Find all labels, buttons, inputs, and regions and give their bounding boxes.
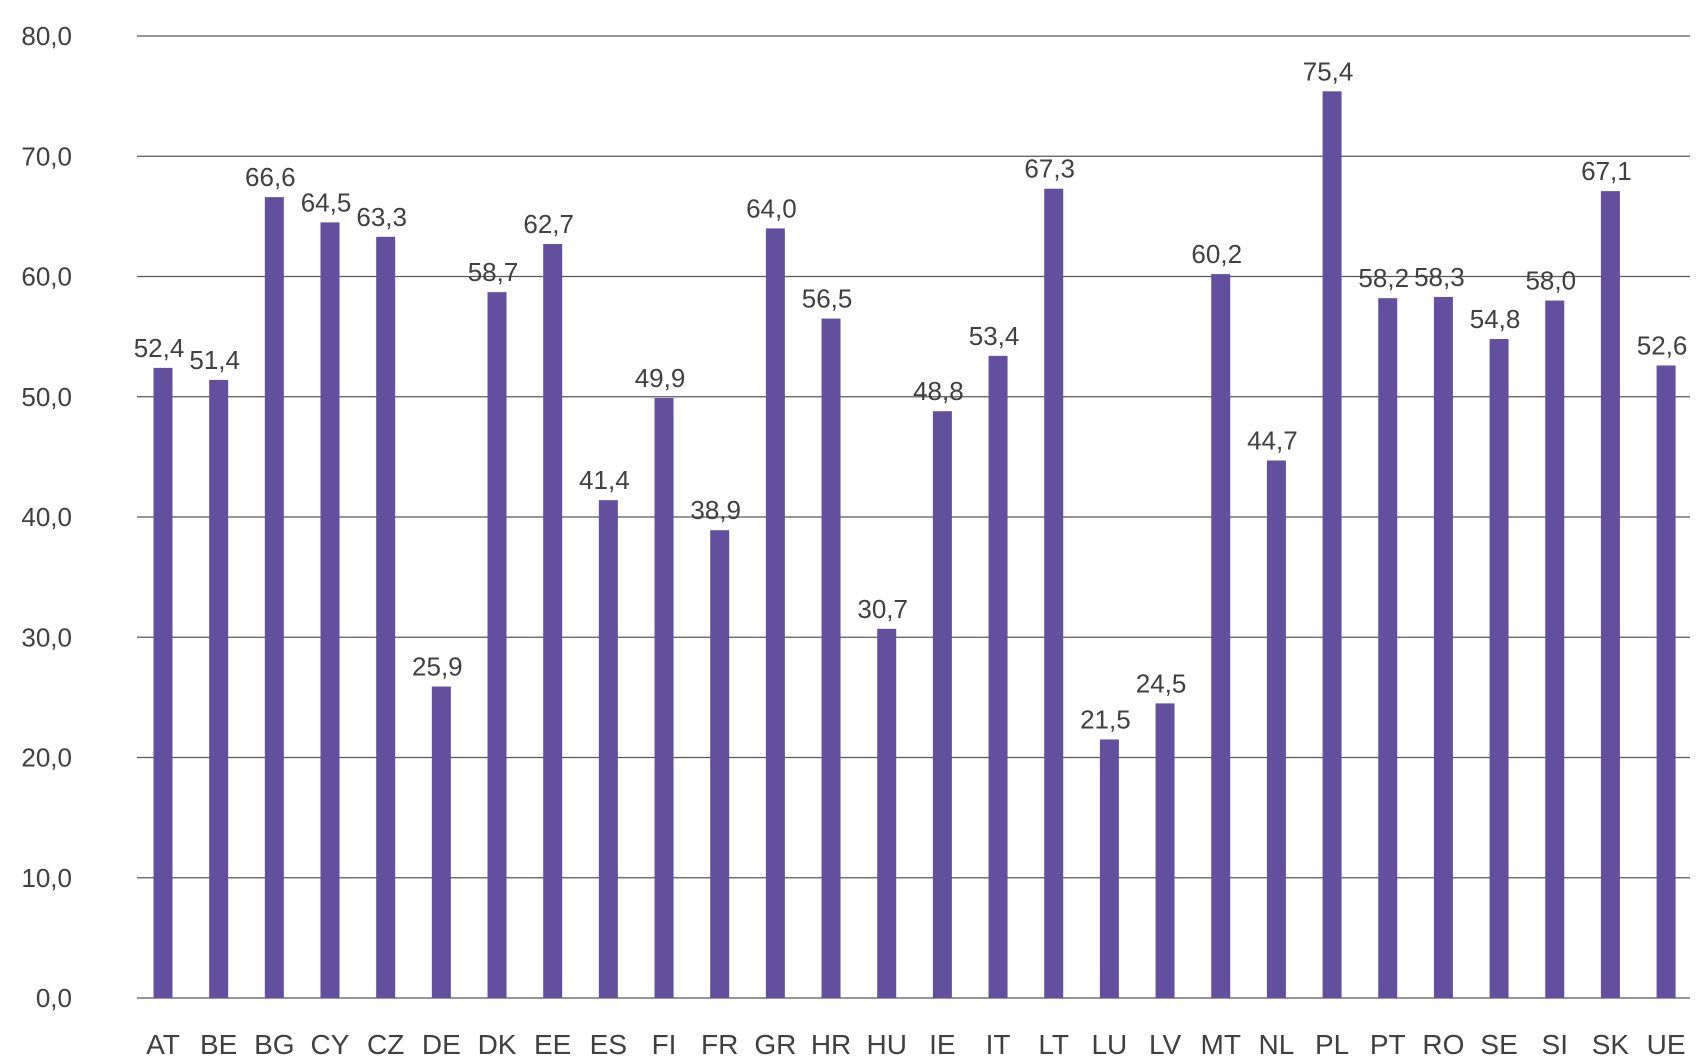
data-label-UE: 52,6: [1637, 330, 1688, 360]
x-tick-label-MT: MT: [1201, 1029, 1241, 1060]
x-tick-label-PL: PL: [1315, 1029, 1349, 1060]
x-axis-category-labels: AT BE BG CY CZ DE DK EE ES FI FR GR HR HU IE IT LT LU LV MT…: [146, 1029, 1685, 1060]
data-label-ES: 41,4: [579, 465, 630, 495]
y-tick-label-50: 50,0: [21, 382, 72, 412]
data-label-DE: 25,9: [412, 652, 463, 682]
bar-MT: [1211, 274, 1231, 999]
x-tick-label-SE: SE: [1480, 1029, 1517, 1060]
x-tick-label-EE: EE: [534, 1029, 571, 1060]
data-label-HU: 30,7: [857, 594, 908, 624]
y-tick-label-70: 70,0: [21, 141, 72, 171]
bar-HU: [877, 628, 897, 998]
bar-LV: [1155, 703, 1175, 998]
data-label-PL: 75,4: [1303, 56, 1354, 86]
x-tick-label-GR: GR: [754, 1029, 796, 1060]
y-tick-label-0: 0,0: [36, 983, 72, 1013]
bar-SK: [1600, 191, 1620, 998]
bar-FR: [710, 530, 730, 998]
bar-UE: [1656, 365, 1676, 998]
bar-IT: [988, 355, 1008, 998]
bar-PL: [1322, 91, 1342, 998]
x-tick-label-HR: HR: [811, 1029, 851, 1060]
data-label-PT: 58,2: [1358, 263, 1409, 293]
data-label-CZ: 63,3: [356, 202, 407, 232]
bar-LU: [1099, 739, 1119, 998]
x-tick-label-LU: LU: [1091, 1029, 1127, 1060]
data-label-DK: 58,7: [468, 257, 519, 287]
bar-IE: [932, 411, 952, 998]
bar-SI: [1545, 300, 1565, 998]
data-label-IE: 48,8: [913, 376, 964, 406]
data-label-IT: 53,4: [969, 321, 1020, 351]
data-label-SE: 54,8: [1470, 304, 1521, 334]
bar-EE: [543, 244, 563, 999]
data-label-LV: 24,5: [1136, 668, 1187, 698]
x-tick-label-ES: ES: [590, 1029, 627, 1060]
y-tick-label-80: 80,0: [21, 21, 72, 51]
x-tick-label-CY: CY: [311, 1029, 350, 1060]
x-tick-label-RO: RO: [1422, 1029, 1464, 1060]
x-tick-label-BG: BG: [254, 1029, 294, 1060]
data-label-SI: 58,0: [1525, 266, 1576, 296]
bar-HR: [821, 318, 841, 998]
data-label-NL: 44,7: [1247, 425, 1298, 455]
data-label-CY: 64,5: [301, 187, 352, 217]
data-label-GR: 64,0: [746, 193, 797, 223]
bar-SE: [1489, 339, 1509, 998]
data-label-MT: 60,2: [1191, 239, 1242, 269]
x-tick-label-IT: IT: [986, 1029, 1011, 1060]
y-tick-label-30: 30,0: [21, 622, 72, 652]
bar-DK: [487, 292, 507, 998]
x-tick-label-BE: BE: [200, 1029, 237, 1060]
x-tick-label-DE: DE: [422, 1029, 461, 1060]
bar-CZ: [376, 236, 396, 998]
data-label-LU: 21,5: [1080, 704, 1131, 734]
bar-RO: [1433, 296, 1453, 998]
data-label-FI: 49,9: [635, 363, 686, 393]
x-tick-label-SI: SI: [1542, 1029, 1568, 1060]
data-label-RO: 58,3: [1414, 262, 1465, 292]
bar-AT: [153, 367, 173, 998]
bar-BE: [209, 379, 229, 998]
data-label-LT: 67,3: [1024, 154, 1075, 184]
data-label-BG: 66,6: [245, 162, 296, 192]
bar-DE: [431, 686, 451, 998]
x-tick-label-NL: NL: [1259, 1029, 1295, 1060]
x-tick-label-SK: SK: [1592, 1029, 1630, 1060]
y-tick-label-40: 40,0: [21, 502, 72, 532]
bar-BG: [264, 197, 284, 998]
gridlines: [137, 35, 1690, 999]
x-tick-label-UE: UE: [1647, 1029, 1686, 1060]
bar-FI: [654, 397, 674, 998]
x-tick-label-IE: IE: [929, 1029, 955, 1060]
data-labels: 52,4 51,4 66,664,5 63,3 25,9 58,762,7 41,4 49,9…: [134, 56, 1688, 734]
bar-PT: [1378, 298, 1398, 998]
x-tick-label-AT: AT: [146, 1029, 180, 1060]
x-tick-label-DK: DK: [478, 1029, 517, 1060]
data-label-EE: 62,7: [523, 209, 574, 239]
bar-LT: [1044, 188, 1064, 998]
bars: [153, 91, 1676, 999]
x-tick-label-CZ: CZ: [367, 1029, 404, 1060]
y-tick-label-10: 10,0: [21, 863, 72, 893]
x-tick-label-FI: FI: [652, 1029, 677, 1060]
data-label-SK: 67,1: [1581, 156, 1632, 186]
y-tick-label-60: 60,0: [21, 262, 72, 292]
x-tick-label-FR: FR: [701, 1029, 738, 1060]
data-label-HR: 56,5: [802, 284, 853, 314]
bar-ES: [598, 500, 618, 998]
x-tick-label-HU: HU: [866, 1029, 906, 1060]
x-tick-label-LT: LT: [1038, 1029, 1069, 1060]
y-axis-tick-labels: 0,0 10,0 20,0 30,0 40,0 50,0 60,0 70,0 80,0: [21, 21, 72, 1013]
y-tick-label-20: 20,0: [21, 743, 72, 773]
bar-GR: [765, 228, 785, 998]
bar-CY: [320, 222, 340, 998]
data-label-FR: 38,9: [690, 495, 741, 525]
data-label-BE: 51,4: [189, 345, 240, 375]
x-tick-label-PT: PT: [1370, 1029, 1406, 1060]
bar-NL: [1266, 460, 1286, 998]
data-label-AT: 52,4: [134, 333, 185, 363]
x-tick-label-LV: LV: [1149, 1029, 1181, 1060]
